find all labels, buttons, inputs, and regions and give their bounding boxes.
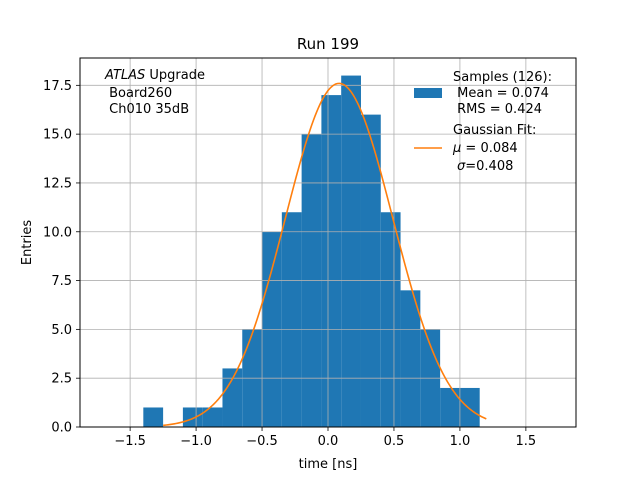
x-tick-label: −0.5 [246, 434, 278, 449]
annotation-experiment-suffix: Upgrade [145, 68, 205, 83]
x-tick-label: 0.5 [384, 434, 405, 449]
legend-samples-swatch [414, 88, 442, 98]
x-tick-label: −1.5 [114, 434, 146, 449]
axis-ticks: −1.5 −1.0 −0.5 0.0 0.5 1.0 1.5 0.0 2.5 5.0 7.5 10.0… [43, 79, 536, 449]
y-axis-title: Entries [20, 220, 35, 266]
gaussian-fit-curve [163, 82, 487, 427]
y-tick-label: 15.0 [43, 128, 72, 143]
x-tick-label: −1.0 [180, 434, 212, 449]
annotation-board: Board260 [105, 86, 172, 101]
histogram-bar [400, 290, 421, 427]
legend-fit-mu-value: = 0.084 [461, 141, 517, 156]
y-tick-label: 0.0 [51, 421, 72, 436]
histogram-bar [222, 368, 243, 427]
histogram-bar [143, 407, 164, 427]
x-tick-label: 1.5 [516, 434, 537, 449]
gaussian-fit-layer [163, 82, 487, 427]
y-tick-label: 10.0 [43, 225, 72, 240]
legend-samples-title: Samples (126): [453, 70, 552, 85]
annotation-channel: Ch010 35dB [105, 102, 189, 117]
legend-fit-sigma: σ=0.408 [457, 159, 513, 174]
y-tick-label: 17.5 [43, 79, 72, 94]
legend-fit-title: Gaussian Fit: [453, 123, 536, 138]
histogram-bars [143, 75, 480, 428]
x-tick-label: 1.0 [450, 434, 471, 449]
legend-fit-mu-symbol: μ [452, 141, 461, 156]
y-tick-label: 7.5 [51, 274, 72, 289]
y-tick-label: 12.5 [43, 176, 72, 191]
legend: Samples (126): Mean = 0.074 RMS = 0.424 … [414, 70, 552, 174]
legend-samples-mean: Mean = 0.074 [453, 86, 549, 101]
histogram-bar [459, 387, 480, 427]
histogram-bar [321, 95, 342, 427]
histogram-bar [380, 212, 401, 427]
histogram-bar [281, 212, 302, 427]
histogram-bar [182, 407, 203, 427]
legend-fit-mu: μ = 0.084 [452, 141, 518, 156]
chart-title: Run 199 [297, 35, 359, 53]
histogram-bar [202, 407, 223, 427]
histogram-bar [440, 387, 460, 427]
annotation-experiment-line: ATLAS Upgrade [104, 68, 205, 83]
atlas-annotation: ATLAS Upgrade Board260 Ch010 35dB [104, 68, 205, 117]
x-axis-title: time [ns] [299, 457, 358, 472]
histogram-bar [341, 75, 361, 427]
y-tick-label: 2.5 [51, 372, 72, 387]
x-tick-label: 0.0 [318, 434, 339, 449]
annotation-experiment: ATLAS [104, 68, 145, 83]
legend-fit-sigma-value: =0.408 [465, 159, 513, 174]
legend-samples-rms: RMS = 0.424 [453, 102, 542, 117]
legend-fit-sigma-symbol: σ [457, 159, 466, 174]
y-tick-label: 5.0 [51, 323, 72, 338]
histogram-bar [360, 114, 381, 428]
